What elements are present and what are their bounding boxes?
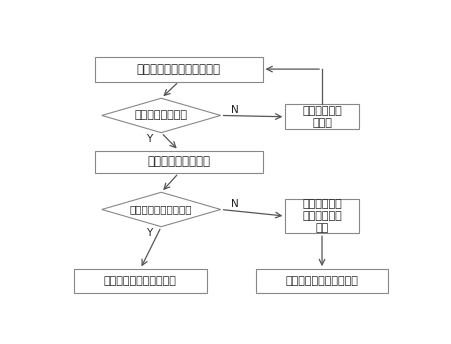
Text: 检查下一个闪
存颗粒: 检查下一个闪 存颗粒 <box>302 106 342 128</box>
FancyBboxPatch shape <box>256 269 388 293</box>
Polygon shape <box>102 98 221 133</box>
Text: 对故障颗粒进行标记: 对故障颗粒进行标记 <box>147 155 210 168</box>
Text: N: N <box>231 199 239 209</box>
FancyBboxPatch shape <box>285 199 359 233</box>
Text: Y: Y <box>146 228 152 238</box>
FancyBboxPatch shape <box>95 151 262 173</box>
FancyBboxPatch shape <box>95 56 262 82</box>
Polygon shape <box>102 192 221 227</box>
FancyBboxPatch shape <box>285 104 359 129</box>
Text: 固态存储设备量产固件程序: 固态存储设备量产固件程序 <box>137 63 221 76</box>
Text: N: N <box>231 105 239 115</box>
FancyBboxPatch shape <box>74 269 207 293</box>
Text: 用作缓冲区进行后台操作: 用作缓冲区进行后台操作 <box>285 276 359 286</box>
Text: 闪存颗粒是否故障: 闪存颗粒是否故障 <box>135 110 188 120</box>
Text: 设备固件程序中更改信息: 设备固件程序中更改信息 <box>104 276 177 286</box>
Text: 选择故障率最大的颗粒: 选择故障率最大的颗粒 <box>130 204 193 214</box>
Text: Y: Y <box>146 134 152 144</box>
Text: 设备固件程序
中标记为非用
户区: 设备固件程序 中标记为非用 户区 <box>302 200 342 233</box>
